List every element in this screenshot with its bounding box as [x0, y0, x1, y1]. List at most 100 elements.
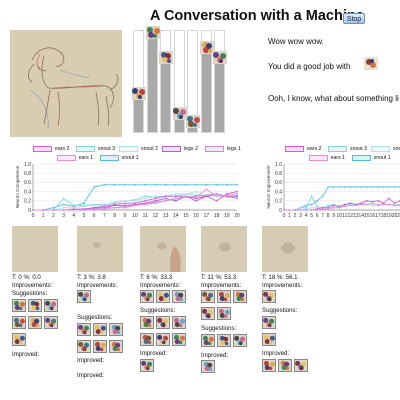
data-point: [174, 195, 177, 198]
feature-visualization-icon[interactable]: [44, 299, 58, 312]
iteration-snapshot-image[interactable]: [12, 226, 58, 272]
data-point: [354, 186, 357, 188]
data-point: [393, 186, 396, 188]
data-point: [174, 197, 177, 200]
feature-visualization-icon[interactable]: [93, 323, 107, 336]
feature-visualization-icon[interactable]: [12, 333, 26, 346]
data-point: [195, 196, 198, 199]
improvements-label: Improvements:: [201, 282, 242, 289]
feature-visualization-icon[interactable]: [217, 290, 231, 303]
x-tick-label: 11: [143, 213, 148, 219]
iteration-snapshot-image[interactable]: [140, 226, 186, 272]
feature-visualization-icon[interactable]: [109, 340, 123, 353]
data-point: [393, 204, 396, 207]
feature-visualization-icon: [172, 106, 187, 120]
page-title: A Conversation with a Machine: [150, 8, 364, 24]
feature-visualization-icon[interactable]: [44, 316, 58, 329]
feature-visualization-icon[interactable]: [140, 333, 154, 346]
data-point: [321, 195, 324, 198]
competence-chart: 0 0.2 0.4 0.6 0.8 1.0 0 1 2 3 4 5 6 7 8 9 10 11 12 13 14 15 16…: [0, 160, 250, 222]
neuron-level-fill: [161, 56, 170, 132]
feature-visualization-icon[interactable]: [77, 290, 91, 303]
data-point: [52, 206, 55, 209]
feature-visualization-icon[interactable]: [278, 359, 292, 372]
feature-visualization-icon[interactable]: [156, 290, 170, 303]
iteration-header: T: 6 %: 33.3: [140, 274, 173, 281]
y-tick-label: 0.4: [275, 189, 282, 195]
feature-visualization-icon[interactable]: [262, 290, 276, 303]
feature-visualization-icon[interactable]: [233, 290, 247, 303]
iteration-header: T: 18 %: 56.1: [262, 274, 298, 281]
feature-visualization-icon[interactable]: [77, 323, 91, 336]
data-point: [113, 183, 116, 186]
feature-visualization-icon[interactable]: [156, 316, 170, 329]
feature-visualization-icon[interactable]: [109, 323, 123, 336]
improved-label: Improved:: [201, 352, 229, 359]
series-line: [284, 186, 400, 211]
neuron-level-bar: [145, 26, 160, 133]
feature-visualization-icon[interactable]: [262, 359, 276, 372]
data-point: [62, 203, 65, 206]
data-point: [164, 197, 167, 200]
iteration-snapshot-image[interactable]: [201, 226, 247, 272]
data-point: [42, 209, 45, 211]
x-tick-label: 11: [342, 213, 347, 219]
data-point: [174, 199, 177, 202]
feature-visualization-icon[interactable]: [93, 340, 107, 353]
data-point: [185, 183, 187, 186]
x-tick-label: 20: [234, 213, 240, 219]
x-tick-label: 16: [193, 213, 199, 219]
x-tick-label: 4: [305, 213, 308, 219]
stop-button[interactable]: Stop: [343, 13, 365, 24]
data-point: [327, 207, 330, 210]
feature-visualization-icon[interactable]: [172, 333, 186, 346]
dog-drawing-canvas[interactable]: [10, 30, 122, 137]
y-tick-label: 0.6: [24, 180, 31, 186]
iteration-header: T: 3 %: 3.8: [77, 274, 106, 281]
data-point: [382, 202, 385, 204]
x-tick-label: 10: [336, 213, 342, 219]
feature-visualization-icon[interactable]: [294, 359, 308, 372]
feature-visualization-icon[interactable]: [28, 316, 42, 329]
feature-visualization-icon[interactable]: [262, 333, 276, 346]
feature-visualization-icon[interactable]: [77, 340, 91, 353]
neuron-level-bar: [159, 30, 173, 133]
conversation-line: Ooh, I know, what about something li: [268, 94, 399, 103]
x-tick-label: 17: [204, 213, 210, 219]
feature-visualization-icon[interactable]: [201, 360, 215, 373]
feature-visualization-icon[interactable]: [12, 299, 26, 312]
iteration-snapshot-image[interactable]: [262, 226, 308, 272]
legend-label: snout 2: [393, 146, 400, 152]
neuron-level-fill: [134, 91, 143, 132]
feature-visualization-icon[interactable]: [201, 290, 215, 303]
feature-visualization-icon[interactable]: [201, 307, 215, 320]
iteration-snapshot-image[interactable]: [77, 226, 123, 272]
data-point: [332, 186, 335, 188]
legend-label: snout 3: [98, 146, 116, 152]
feature-visualization-icon[interactable]: [140, 316, 154, 329]
data-point: [174, 183, 177, 186]
data-point: [327, 205, 330, 208]
y-tick-label: 1.0: [24, 162, 31, 168]
feature-visualization-icon[interactable]: [156, 333, 170, 346]
data-point: [299, 206, 302, 209]
feature-visualization-icon[interactable]: [172, 290, 186, 303]
feature-visualization-icon[interactable]: [217, 307, 231, 320]
feature-visualization-icon[interactable]: [28, 299, 42, 312]
feature-visualization-icon[interactable]: [172, 316, 186, 329]
feature-visualization-icon[interactable]: [233, 334, 247, 347]
data-point: [83, 202, 85, 204]
feature-visualization-icon[interactable]: [217, 334, 231, 347]
data-point: [377, 204, 379, 207]
x-tick-label: 6: [316, 213, 319, 219]
feature-visualization-icon[interactable]: [12, 316, 26, 329]
data-point: [225, 183, 228, 186]
data-point: [134, 202, 136, 204]
feature-visualization-icon[interactable]: [262, 316, 276, 329]
data-point: [185, 195, 187, 198]
feature-visualization-icon[interactable]: [140, 290, 154, 303]
neuron-level-bars: [132, 26, 233, 133]
neuron-level-bar: [186, 30, 200, 133]
feature-visualization-icon[interactable]: [140, 359, 154, 372]
feature-visualization-icon[interactable]: [201, 334, 215, 347]
